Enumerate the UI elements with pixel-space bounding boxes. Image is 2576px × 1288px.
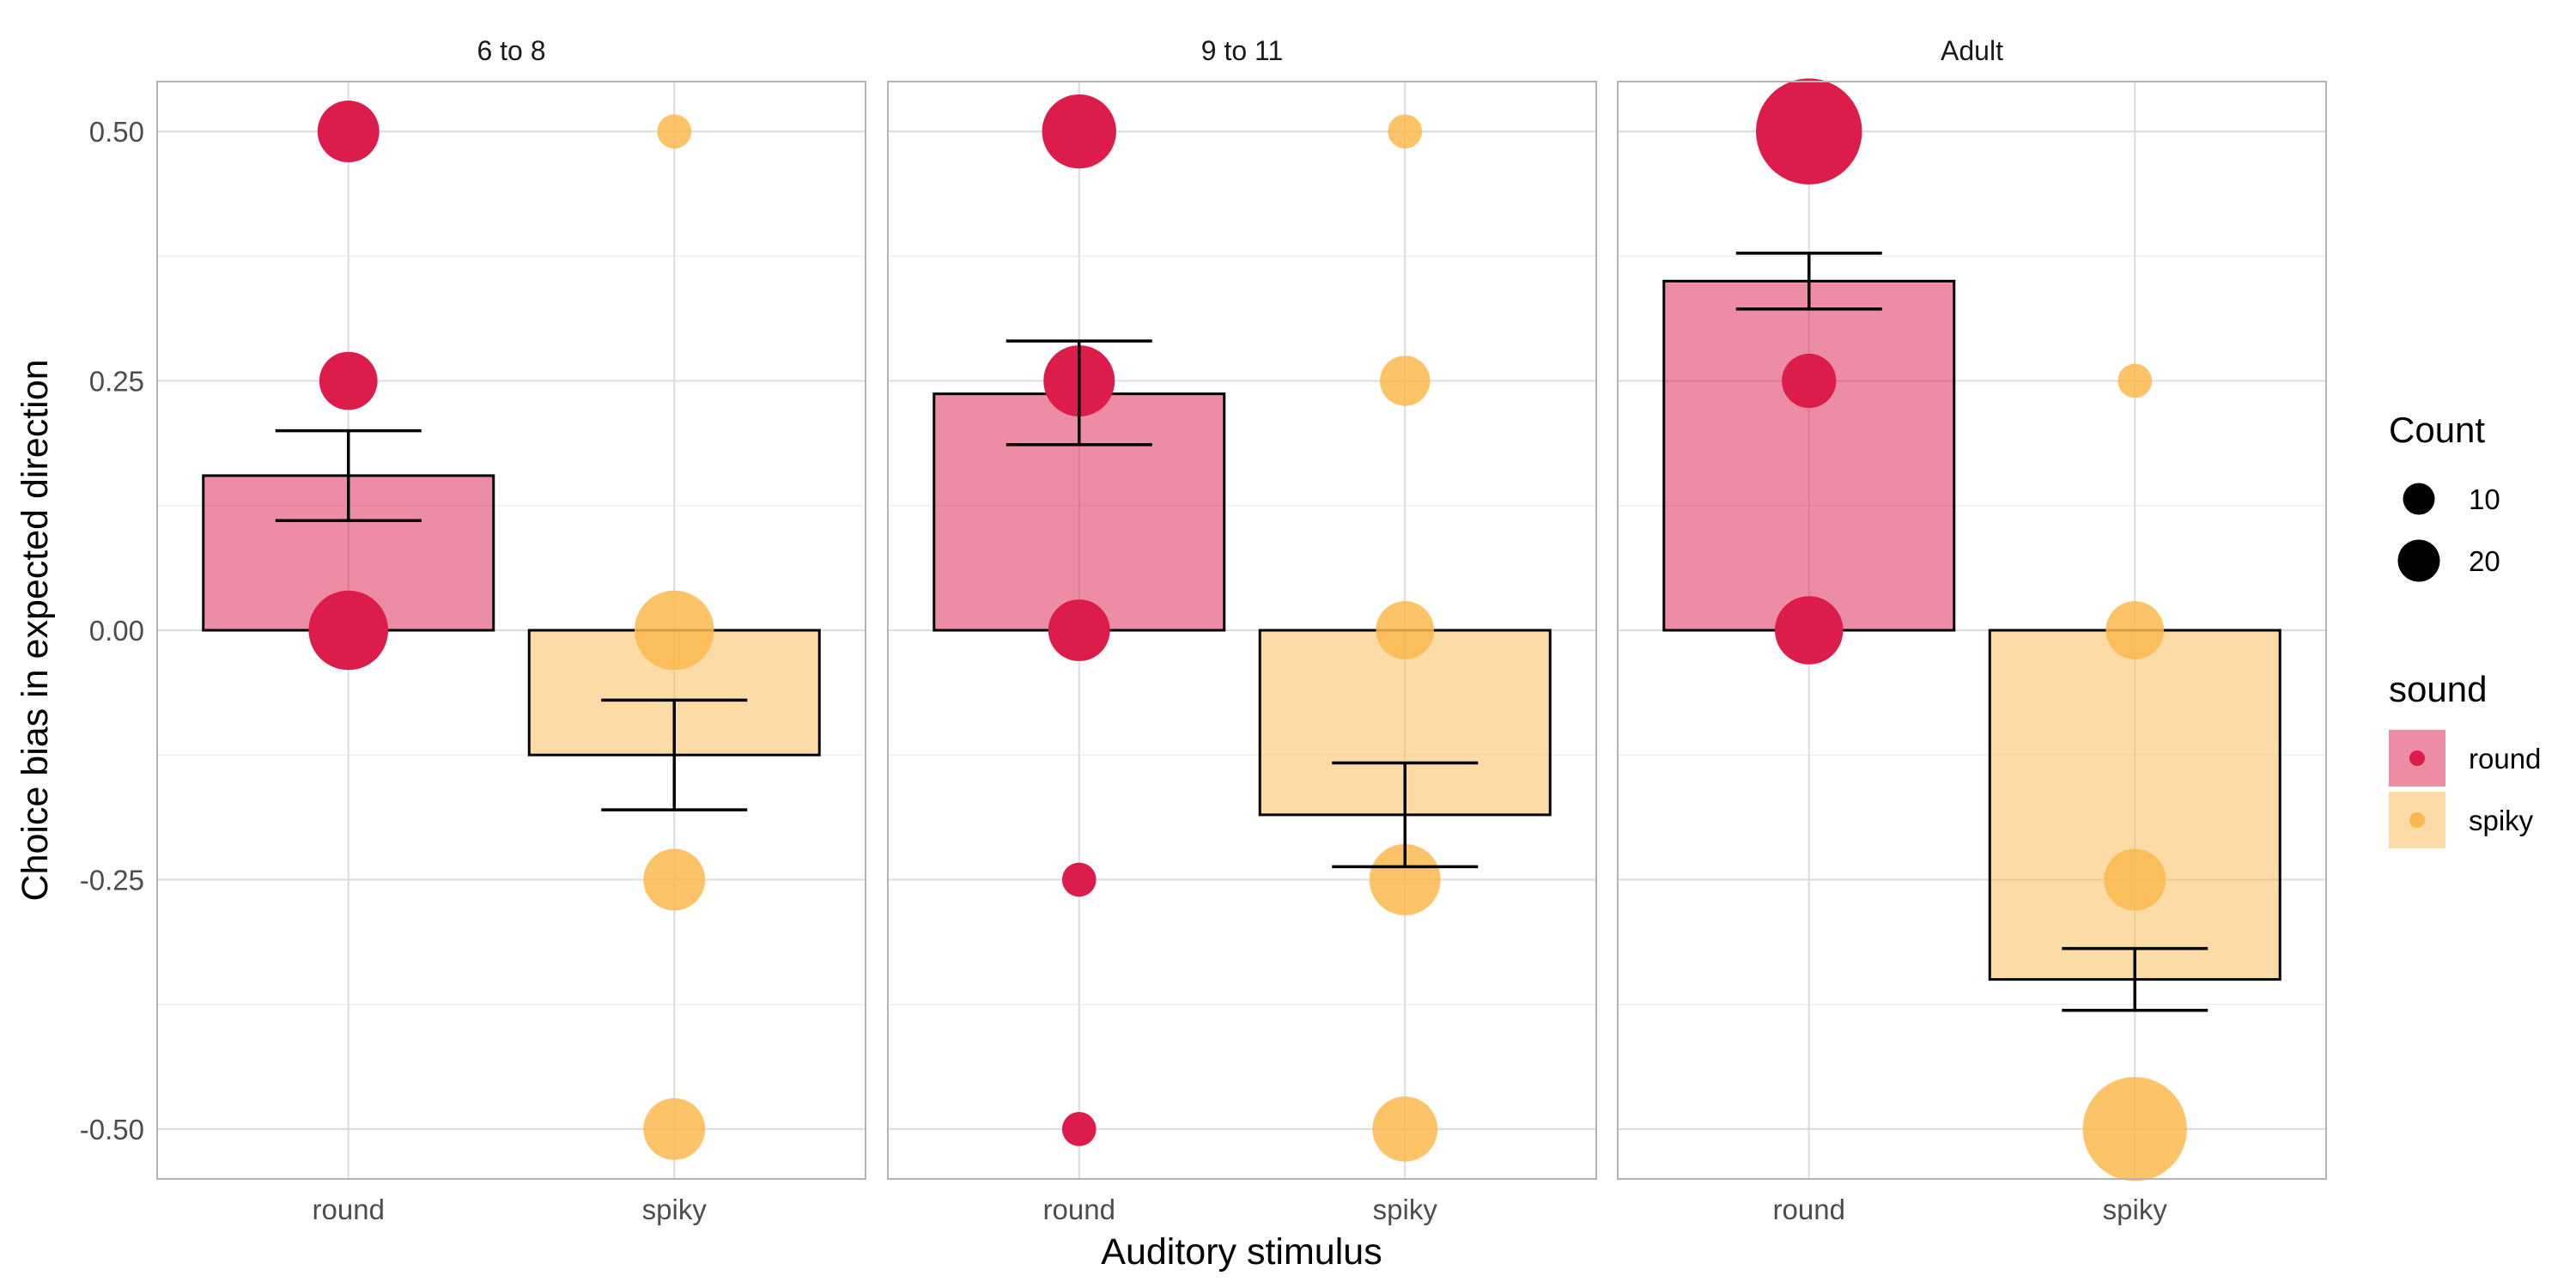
panel-border [156, 81, 866, 1180]
y-tick-label: 0.00 [89, 615, 144, 647]
chart-panels: 6 to 8 round spiky 9 to 11 round spiky Adult ro… [156, 35, 2327, 1225]
point-round [1061, 1112, 1097, 1146]
panel-title: 6 to 8 [477, 35, 545, 66]
point-round [308, 590, 389, 671]
point-spiky [1376, 601, 1435, 659]
legend-fill-dot [2409, 812, 2425, 828]
point-spiky [2105, 601, 2165, 659]
legend-fill-label: round [2469, 743, 2541, 775]
point-spiky [634, 590, 714, 671]
point-round [1048, 599, 1110, 661]
y-axis-title: Choice bias in expected direction [15, 359, 56, 901]
legend-size-label: 20 [2469, 545, 2500, 577]
y-tick-label: 0.25 [89, 366, 144, 398]
point-spiky [2082, 1077, 2187, 1182]
y-tick-label: -0.50 [80, 1114, 144, 1145]
legend-title-sound: sound [2389, 669, 2487, 709]
point-spiky [1388, 114, 1423, 149]
bar-round [1662, 279, 1956, 632]
panel-border [1617, 81, 2327, 1180]
point-round [1061, 862, 1097, 897]
point-spiky [2117, 363, 2153, 398]
point-round [1775, 596, 1844, 665]
point-round [317, 100, 380, 163]
point-spiky [1372, 1097, 1438, 1162]
legend-size-label: 10 [2469, 483, 2500, 515]
legend: Count 10 20 sound round spiky [2389, 410, 2541, 848]
x-tick-label: spiky [2103, 1194, 2168, 1225]
point-round [1782, 353, 1837, 409]
panel-3: Adult round spiky [1617, 35, 2327, 1225]
point-spiky [1380, 355, 1431, 406]
legend-fill-label: spiky [2469, 805, 2534, 836]
panel-border [887, 81, 1597, 1180]
bar-spiky [1988, 629, 2281, 981]
y-tick-label: 0.50 [89, 116, 144, 148]
point-spiky [643, 848, 706, 911]
x-tick-label: spiky [1373, 1194, 1438, 1225]
point-spiky [2104, 848, 2166, 911]
legend-title-count: Count [2389, 410, 2485, 450]
panel-title: 9 to 11 [1201, 35, 1283, 66]
x-tick-label: round [313, 1194, 385, 1225]
point-spiky [657, 114, 692, 149]
point-round [1756, 78, 1862, 185]
y-axis: 0.50 0.25 0.00 -0.25 -0.50 [80, 116, 144, 1145]
point-round [319, 351, 378, 410]
panel-1: 6 to 8 round spiky [156, 35, 866, 1225]
panel-title: Adult [1941, 35, 2003, 66]
x-axis-title: Auditory stimulus [1101, 1231, 1382, 1273]
x-tick-label: round [1773, 1194, 1845, 1225]
legend-size-key [2397, 539, 2440, 582]
point-round [1042, 94, 1116, 169]
legend-fill-dot [2409, 750, 2425, 766]
point-spiky [643, 1097, 706, 1160]
y-tick-label: -0.25 [80, 864, 144, 896]
legend-size-key [2403, 483, 2435, 515]
x-tick-label: round [1043, 1194, 1115, 1225]
panel-2: 9 to 11 round spiky [887, 35, 1597, 1225]
x-tick-label: spiky [642, 1194, 708, 1225]
point-spiky [1369, 843, 1441, 915]
